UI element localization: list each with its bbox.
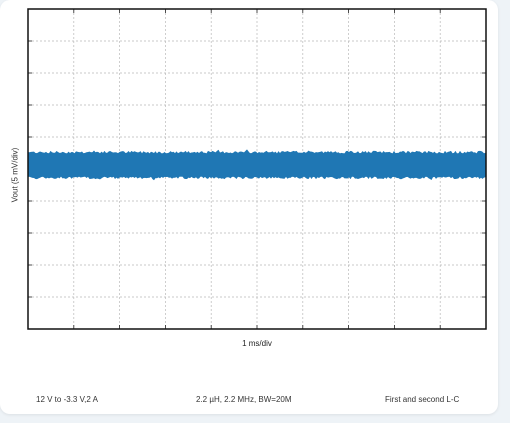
x-axis-label: 1 ms/div <box>242 339 272 348</box>
plot-frame <box>27 8 487 330</box>
y-axis-label: Vout (5 mV/div) <box>10 147 20 203</box>
voltage-trace <box>28 149 486 181</box>
caption-input-output: 12 V to -3.3 V,2 A <box>36 395 98 404</box>
caption-filter: First and second L-C <box>385 395 460 404</box>
chart-card <box>0 0 498 414</box>
trace-noise <box>28 149 486 181</box>
caption-inductor-frequency: 2.2 µH, 2.2 MHz, BW=20M <box>196 395 292 404</box>
